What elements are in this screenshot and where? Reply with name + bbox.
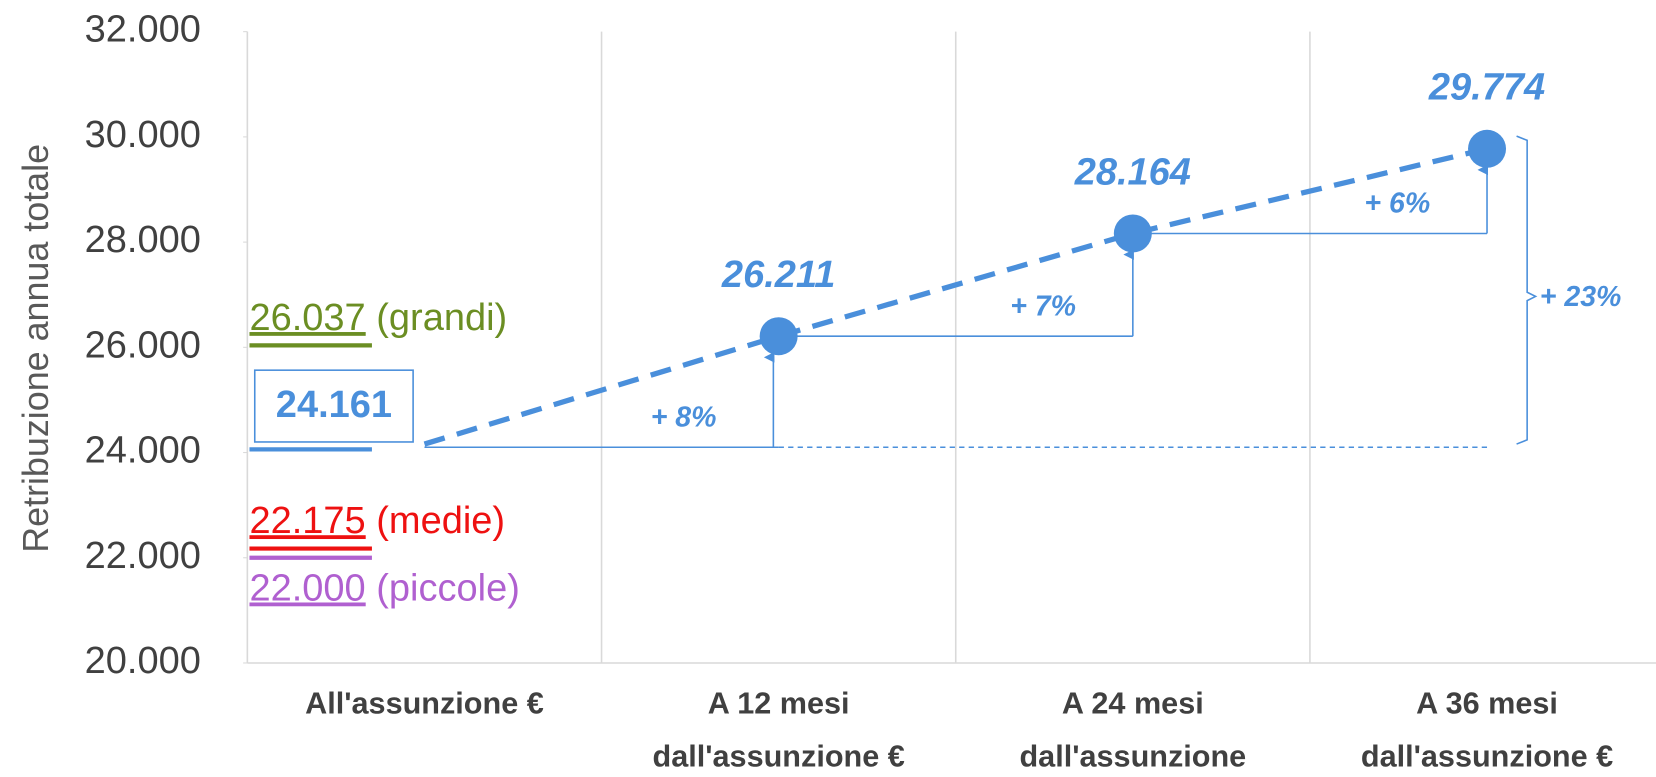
y-tick-label: 24.000	[85, 430, 201, 472]
value-label: 26.211	[721, 254, 835, 296]
growth-label: + 6%	[1364, 188, 1430, 220]
reference-name: (piccole)	[376, 568, 520, 610]
reference-name: (medie)	[376, 500, 505, 542]
reference-name: (grandi)	[376, 297, 507, 339]
series-line	[423, 146, 1488, 447]
reference-value: 22.175	[249, 500, 365, 542]
x-tick-group: A 12 mesi dall'assunzione €	[652, 687, 905, 774]
x-tick-group: All'assunzione €	[305, 687, 544, 722]
value-box	[253, 369, 414, 443]
x-tick-label: A 12 mesi dall'assunzione €	[652, 687, 905, 774]
y-tick-label: 26.000	[85, 324, 201, 366]
x-tick-group: A 24 mesi dall'assunzione	[1019, 687, 1247, 774]
y-tick-label: 20.000	[85, 640, 201, 682]
x-tick-label: A 36 mesi dall'assunzione €	[1360, 687, 1614, 774]
total-growth-label: + 23%	[1540, 281, 1622, 313]
value-label: 29.774	[1428, 67, 1545, 109]
y-tick-label: 28.000	[85, 219, 201, 261]
growth-label: + 7%	[1010, 290, 1076, 322]
reference-value: 22.000	[249, 568, 365, 610]
reference-label: 22.175 (medie)	[249, 500, 505, 542]
value-label: 24.161	[276, 384, 392, 426]
growth-label: + 8%	[651, 401, 717, 433]
point	[1113, 214, 1152, 253]
y-tick-label: 22.000	[85, 535, 201, 577]
x-tick-label: All'assunzione €	[305, 687, 544, 722]
x-tick-label: A 24 mesi dall'assunzione	[1019, 687, 1247, 774]
reference-value: 26.037	[249, 297, 365, 339]
reference-label: 26.037 (grandi)	[249, 297, 507, 339]
x-tick-group: A 36 mesi dall'assunzione €	[1360, 687, 1614, 774]
point	[1468, 129, 1507, 168]
y-tick-label: 32.000	[85, 9, 201, 51]
y-tick-label: 30.000	[85, 114, 201, 156]
reference-label: 22.000 (piccole)	[249, 568, 519, 610]
point	[759, 317, 798, 356]
y-axis-label: Retribuzione annua totale	[16, 144, 56, 553]
total-bracket	[1516, 135, 1538, 445]
value-label: 28.164	[1074, 151, 1191, 193]
